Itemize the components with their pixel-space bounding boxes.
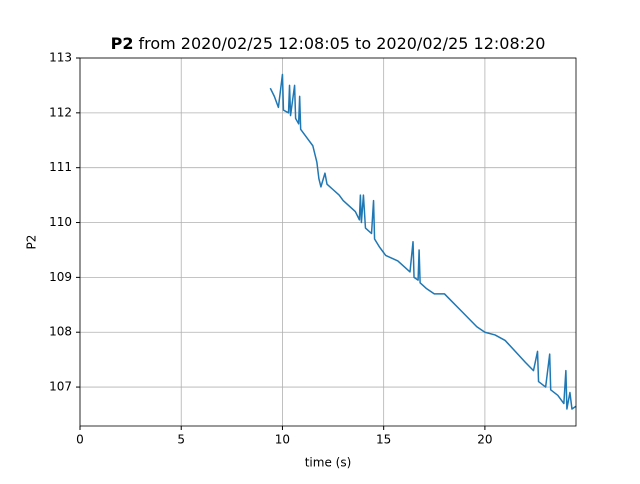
chart-title: P2 from 2020/02/25 12:08:05 to 2020/02/25… [111, 34, 546, 53]
x-tick-label: 20 [477, 433, 492, 447]
y-tick-label: 109 [49, 270, 72, 284]
y-tick-label: 111 [49, 160, 72, 174]
x-tick-label: 15 [376, 433, 391, 447]
y-tick-label: 107 [49, 380, 72, 394]
x-tick-label: 0 [76, 433, 84, 447]
x-axis-label: time (s) [305, 456, 352, 470]
x-tick-label: 5 [177, 433, 185, 447]
data-line [269, 73, 577, 410]
y-tick-label: 110 [49, 215, 72, 229]
title-text: from 2020/02/25 12:08:05 to 2020/02/25 1… [138, 34, 545, 53]
y-tick-label: 112 [49, 105, 72, 119]
plot-frame [79, 57, 577, 427]
title-series: P2 [111, 34, 134, 53]
y-tick-label: 113 [49, 51, 72, 65]
y-tick-label: 108 [49, 325, 72, 339]
x-tick-label: 10 [275, 433, 290, 447]
y-axis-label: P2 [25, 235, 39, 250]
